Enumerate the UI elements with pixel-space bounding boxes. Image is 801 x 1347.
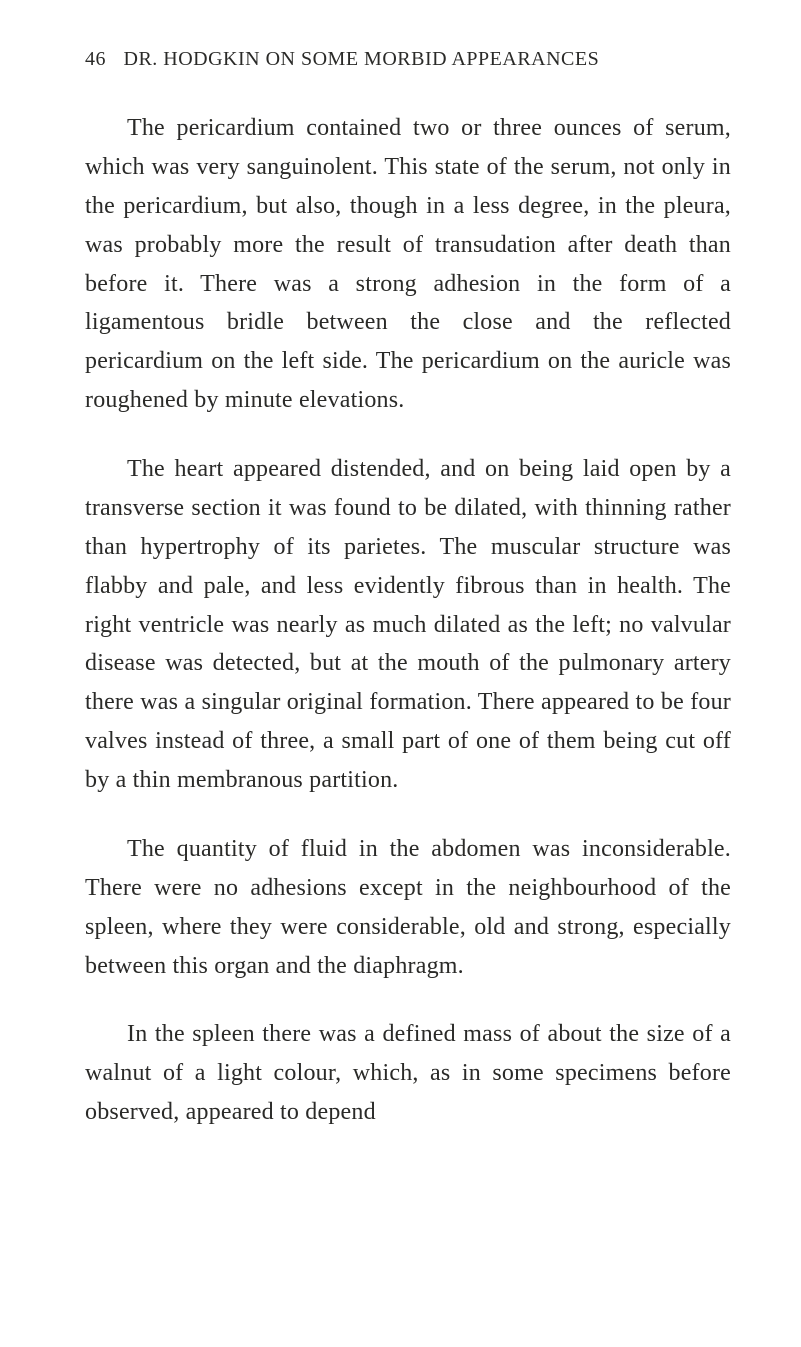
paragraph-3: The quantity of fluid in the abdomen was… bbox=[85, 830, 731, 986]
page-number: 46 bbox=[85, 48, 106, 70]
paragraph-4: In the spleen there was a defined mass o… bbox=[85, 1015, 731, 1132]
paragraph-1: The pericardium contained two or three o… bbox=[85, 109, 731, 420]
page-header: 46 DR. HODGKIN ON SOME MORBID APPEARANCE… bbox=[85, 48, 731, 71]
document-page: 46 DR. HODGKIN ON SOME MORBID APPEARANCE… bbox=[0, 0, 801, 1222]
paragraph-2: The heart appeared distended, and on bei… bbox=[85, 450, 731, 800]
header-title: DR. HODGKIN ON SOME MORBID APPEARANCES bbox=[124, 48, 600, 70]
